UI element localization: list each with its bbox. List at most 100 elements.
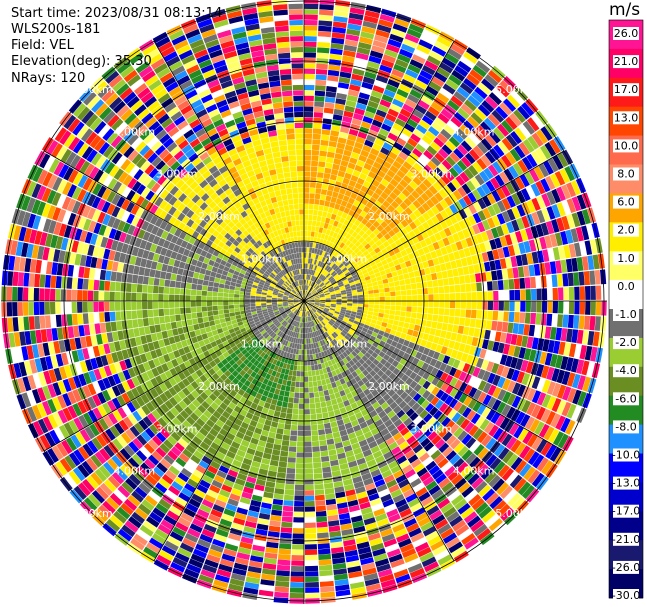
range-gate: [526, 117, 540, 132]
range-gate: [316, 249, 321, 255]
range-gate: [322, 472, 332, 479]
range-gate: [311, 424, 318, 431]
range-gate: [351, 118, 362, 126]
range-gate: [485, 271, 492, 282]
range-gate: [422, 246, 430, 254]
range-gate: [346, 94, 358, 103]
range-gate: [294, 484, 304, 491]
range-gate: [472, 201, 482, 212]
range-gate: [357, 306, 363, 311]
range-gate: [323, 222, 329, 229]
range-gate: [536, 301, 542, 313]
range-gate: [382, 160, 392, 170]
range-gate: [323, 290, 329, 294]
range-gate: [417, 345, 425, 354]
range-gate: [436, 36, 452, 48]
range-gate: [431, 45, 447, 57]
range-gate: [328, 410, 335, 418]
range-gate: [416, 74, 431, 85]
range-gate: [315, 243, 320, 249]
range-gate: [335, 98, 346, 106]
range-gate: [489, 351, 498, 363]
range-gate: [558, 341, 566, 356]
range-gate: [255, 301, 261, 304]
range-gate: [433, 301, 439, 308]
range-gate: [293, 397, 299, 404]
range-gate: [319, 9, 334, 16]
range-gate: [446, 182, 457, 193]
range-gate: [476, 282, 482, 292]
range-gate: [293, 506, 304, 512]
range-gate: [516, 204, 526, 217]
range-gate: [491, 190, 501, 202]
range-gate: [458, 275, 466, 284]
range-gate: [407, 341, 415, 349]
range-gate: [360, 185, 369, 193]
range-gate: [322, 287, 328, 292]
range-gate: [307, 370, 312, 377]
range-gate: [557, 152, 569, 168]
range-gate: [566, 372, 576, 387]
range-gate: [444, 293, 450, 301]
range-gate: [320, 401, 327, 408]
range-gate: [306, 291, 309, 297]
range-gate: [363, 162, 373, 171]
range-gate: [319, 580, 334, 588]
range-gate: [328, 64, 341, 72]
range-gate: [281, 401, 288, 408]
range-gate: [307, 293, 312, 298]
range-gate: [435, 344, 443, 353]
range-gate: [412, 176, 422, 186]
range-gate: [201, 306, 208, 312]
range-gate: [340, 265, 346, 271]
range-gate: [497, 311, 504, 322]
range-gate: [445, 261, 452, 271]
range-gate: [469, 318, 476, 328]
range-gate: [115, 311, 122, 321]
range-gate: [315, 226, 320, 233]
range-gate: [316, 375, 321, 381]
range-gate: [507, 268, 514, 279]
range-gate: [322, 286, 328, 291]
range-gate: [314, 494, 325, 501]
range-gate: [324, 305, 331, 308]
range-gate: [378, 243, 386, 251]
range-gate: [405, 184, 415, 194]
range-gate: [413, 270, 421, 277]
range-gate: [363, 15, 379, 24]
range-gate: [470, 282, 477, 292]
range-gate: [497, 247, 505, 259]
range-gate: [326, 80, 338, 88]
range-gate: [304, 63, 316, 69]
range-gate: [354, 279, 361, 285]
range-gate: [363, 304, 369, 308]
range-gate: [478, 242, 487, 253]
range-gate: [313, 259, 318, 265]
range-gate: [280, 445, 289, 452]
range-gate: [385, 137, 396, 147]
range-gate: [467, 164, 479, 177]
range-gate: [28, 316, 35, 330]
range-gate: [492, 280, 499, 291]
range-gate: [333, 312, 340, 317]
range-gate: [422, 260, 430, 269]
range-gate: [164, 315, 171, 323]
velocity-sweep: [1, 0, 607, 604]
range-gate: [294, 354, 299, 360]
range-gate: [503, 311, 510, 322]
range-gate: [304, 436, 312, 442]
range-gate: [378, 204, 387, 213]
range-gate: [327, 224, 333, 231]
range-gate: [305, 587, 320, 593]
range-gate: [332, 283, 339, 288]
range-gate: [282, 510, 293, 517]
range-gate: [314, 478, 324, 485]
range-gate: [304, 371, 308, 377]
range-gate: [374, 174, 383, 183]
range-gate: [547, 287, 553, 301]
range-gate: [412, 343, 420, 352]
range-gate: [378, 312, 384, 318]
range-gate: [361, 218, 369, 226]
range-gate: [388, 213, 396, 221]
